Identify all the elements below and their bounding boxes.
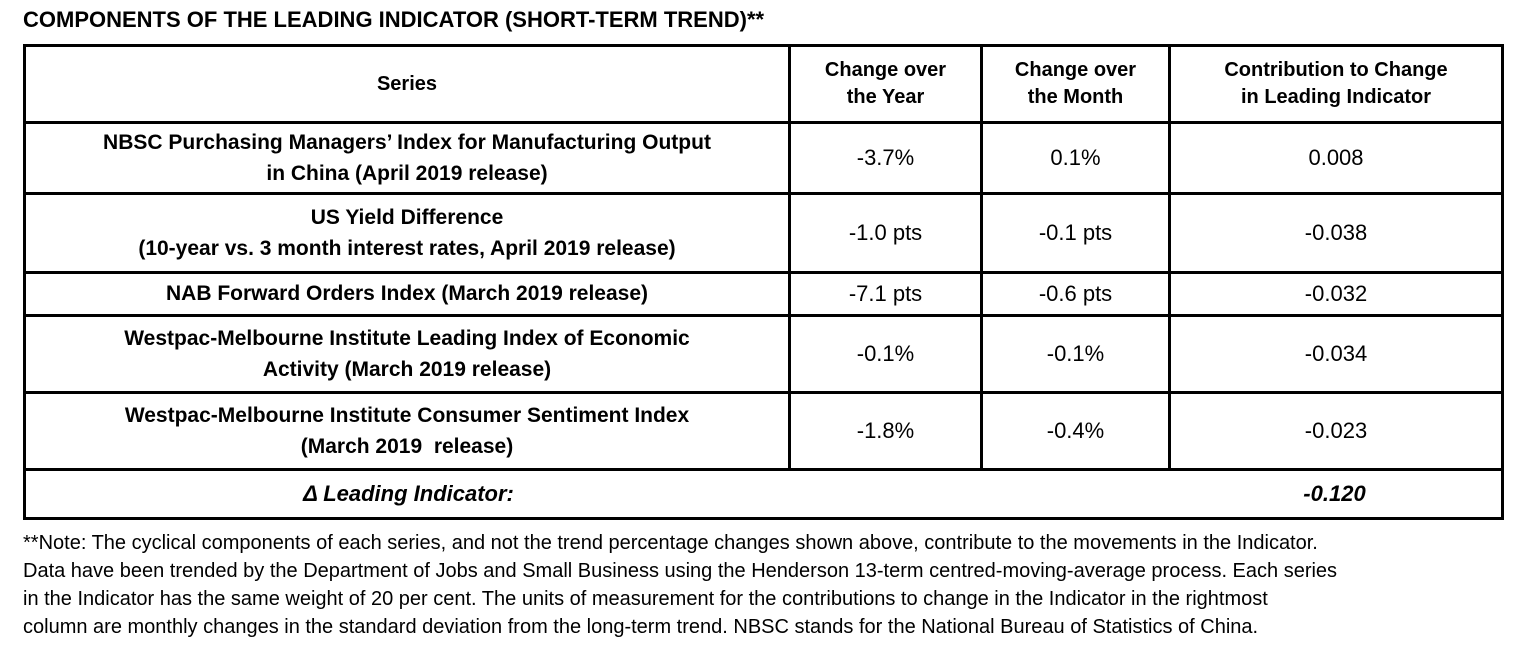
change-over-year-value: -3.7% [791,124,980,192]
change-over-year-value: -7.1 pts [791,274,980,314]
delta-leading-indicator-row: Δ Leading Indicator: -0.120 [26,471,1501,517]
column-header-contribution: Contribution to Change in Leading Indica… [1171,47,1501,121]
series-name-us-yield-difference: US Yield Difference (10-year vs. 3 month… [26,195,788,271]
series-name-nbsc-pmi: NBSC Purchasing Managers’ Index for Manu… [26,124,788,192]
contribution-value: -0.032 [1171,274,1501,314]
column-header-series: Series [26,47,788,121]
change-over-month-value: -0.1% [983,317,1168,391]
change-over-month-value: 0.1% [983,124,1168,192]
contribution-value: -0.034 [1171,317,1501,391]
contribution-value: 0.008 [1171,124,1501,192]
change-over-month-value: -0.4% [983,394,1168,468]
change-over-month-value: -0.6 pts [983,274,1168,314]
change-over-year-value: -1.0 pts [791,195,980,271]
contribution-value: -0.038 [1171,195,1501,271]
column-header-change-over-month: Change over the Month [983,47,1168,121]
delta-leading-indicator-value: -0.120 [1303,481,1366,506]
series-name-wmi-consumer-sentiment: Westpac-Melbourne Institute Consumer Sen… [26,394,788,468]
series-name-nab-forward-orders: NAB Forward Orders Index (March 2019 rel… [26,274,788,314]
change-over-year-value: -1.8% [791,394,980,468]
contribution-value: -0.023 [1171,394,1501,468]
leading-indicator-table: Series Change over the Year Change over … [23,44,1504,520]
delta-leading-indicator-label: Δ Leading Indicator: [303,481,514,506]
footnote-text: **Note: The cyclical components of each … [23,532,1338,638]
change-over-year-value: -0.1% [791,317,980,391]
change-over-month-value: -0.1 pts [983,195,1168,271]
column-header-change-over-year: Change over the Year [791,47,980,121]
series-name-wmi-leading-index: Westpac-Melbourne Institute Leading Inde… [26,317,788,391]
page-title: COMPONENTS OF THE LEADING INDICATOR (SHO… [23,7,765,32]
